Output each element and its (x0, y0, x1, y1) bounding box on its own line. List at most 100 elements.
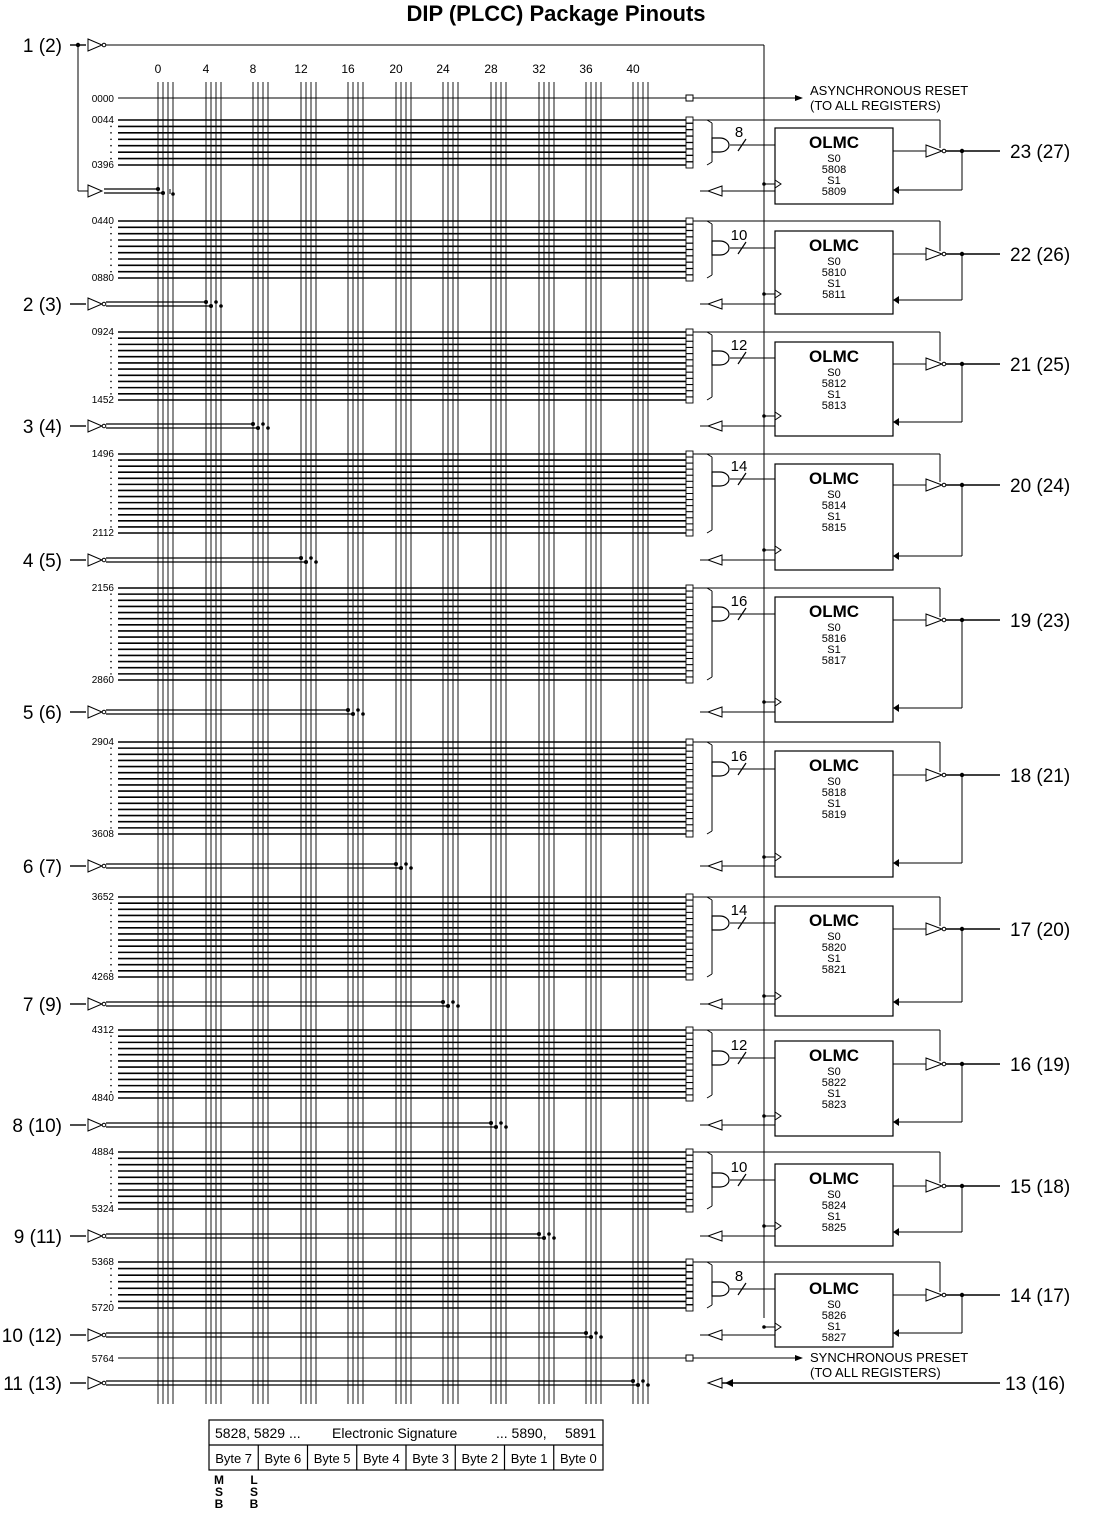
and-gate (685, 135, 694, 143)
row-dot (110, 507, 112, 510)
lsb-l: L (250, 1473, 257, 1487)
input-buffer (87, 1328, 104, 1342)
row-dot (110, 526, 112, 528)
junction-dot (584, 1331, 588, 1335)
input-pin-label: 7 (9) (23, 995, 62, 1016)
olmc-s1: S1 (827, 1088, 840, 1100)
signature-header-left: 5828, 5829 ... (215, 1425, 301, 1441)
byte-cell: Byte 5 (314, 1451, 351, 1466)
olmc-title: OLMC (809, 347, 859, 366)
clock-dot (762, 855, 766, 859)
and-gate (685, 1291, 694, 1299)
and-gate (685, 615, 694, 623)
row-dot (110, 495, 112, 498)
olmc-s0: S0 (827, 931, 840, 943)
or-bracket (706, 1094, 713, 1099)
row-dot (110, 374, 112, 377)
row-dot (110, 258, 112, 260)
and-gate (685, 1304, 694, 1312)
junction-dot (304, 560, 308, 564)
buffer-bubble (101, 1122, 107, 1128)
and-gate (685, 456, 694, 464)
arrow-head (725, 1379, 733, 1387)
row-dot (110, 820, 112, 823)
junction-dot (631, 1379, 635, 1383)
olmc-s0: S0 (827, 489, 840, 501)
and-gate (685, 1038, 694, 1046)
input-buffer (87, 38, 104, 52)
junction-dot (204, 300, 208, 304)
signature-table: 5828, 5829 ... Electronic Signature ... … (208, 1419, 604, 1511)
feedback-arrow (893, 859, 899, 867)
column-label: 0 (155, 62, 162, 76)
feedback-buffer (706, 1329, 723, 1341)
buffer-bubble (941, 482, 947, 488)
buffer-bubble (101, 42, 107, 48)
row-dot (110, 759, 112, 762)
row-dot (110, 1176, 112, 1179)
olmc-s0-fuse: 5812 (822, 378, 846, 390)
term-count: 16 (731, 748, 748, 765)
row-dot (110, 501, 112, 504)
olmc-title: OLMC (809, 756, 859, 775)
column-label: 24 (436, 62, 450, 76)
clock-dot (762, 182, 766, 186)
row-dot (110, 1300, 112, 1303)
feedback-buffer (706, 860, 723, 872)
olmc-title: OLMC (809, 911, 859, 930)
and-gate (685, 955, 694, 962)
olmc-s0-fuse: 5814 (822, 500, 846, 512)
olmc-box (774, 341, 894, 437)
row-dot (110, 251, 112, 254)
feedback-buffer (706, 706, 723, 718)
row-dot (110, 368, 112, 370)
and-gate (685, 468, 694, 476)
olmc-s0: S0 (827, 1189, 840, 1201)
buffer-bubble (101, 863, 107, 869)
and-gate (685, 936, 694, 944)
junction-dot (399, 866, 403, 870)
and-gate (685, 1026, 694, 1034)
signature-bytes: Byte 7 Byte 6 Byte 5 Byte 4 Byte 3 Byte 2 Byte… (215, 1445, 597, 1470)
buffer-bubble (941, 251, 947, 257)
row-label: 1452 (92, 395, 115, 406)
row-dot (110, 808, 112, 811)
and-gate (685, 1069, 694, 1077)
olmc-s1: S1 (827, 953, 840, 965)
clock-dot (762, 414, 766, 418)
row-dot (110, 753, 112, 756)
and-gate (685, 1265, 694, 1273)
row-dot (110, 1195, 112, 1198)
and-gate (685, 787, 694, 795)
and-gate (685, 1258, 694, 1266)
row-dot (110, 1060, 112, 1062)
row-dot (110, 605, 112, 608)
junction-dot (404, 862, 408, 866)
and-gate (685, 1278, 694, 1286)
lsb-s: S (250, 1485, 258, 1499)
row-dot (110, 1182, 112, 1185)
row-dot (110, 771, 112, 774)
and-gate (685, 396, 694, 404)
and-gate (685, 242, 694, 250)
term-count: 14 (731, 902, 748, 919)
row-dot (110, 648, 112, 651)
junction-dot (409, 866, 413, 870)
and-gate (685, 793, 694, 801)
row-dot (110, 945, 112, 948)
and-gate (685, 1271, 694, 1279)
row-dot (110, 337, 112, 339)
row-dot (110, 349, 112, 352)
input-pin-label: 5 (6) (23, 703, 62, 724)
olmc-s0-fuse: 5826 (822, 1310, 846, 1322)
olmc-s1: S1 (827, 1321, 840, 1333)
clock-arrow (774, 179, 782, 189)
and-gate (685, 334, 694, 342)
bus-slash (737, 351, 747, 365)
and-gate (685, 274, 694, 282)
and-gate (685, 94, 694, 102)
column-label: 32 (532, 62, 546, 76)
and-gate (685, 1180, 694, 1188)
output-buffer (925, 1288, 944, 1302)
preset-row-label: 5764 (92, 1354, 115, 1365)
